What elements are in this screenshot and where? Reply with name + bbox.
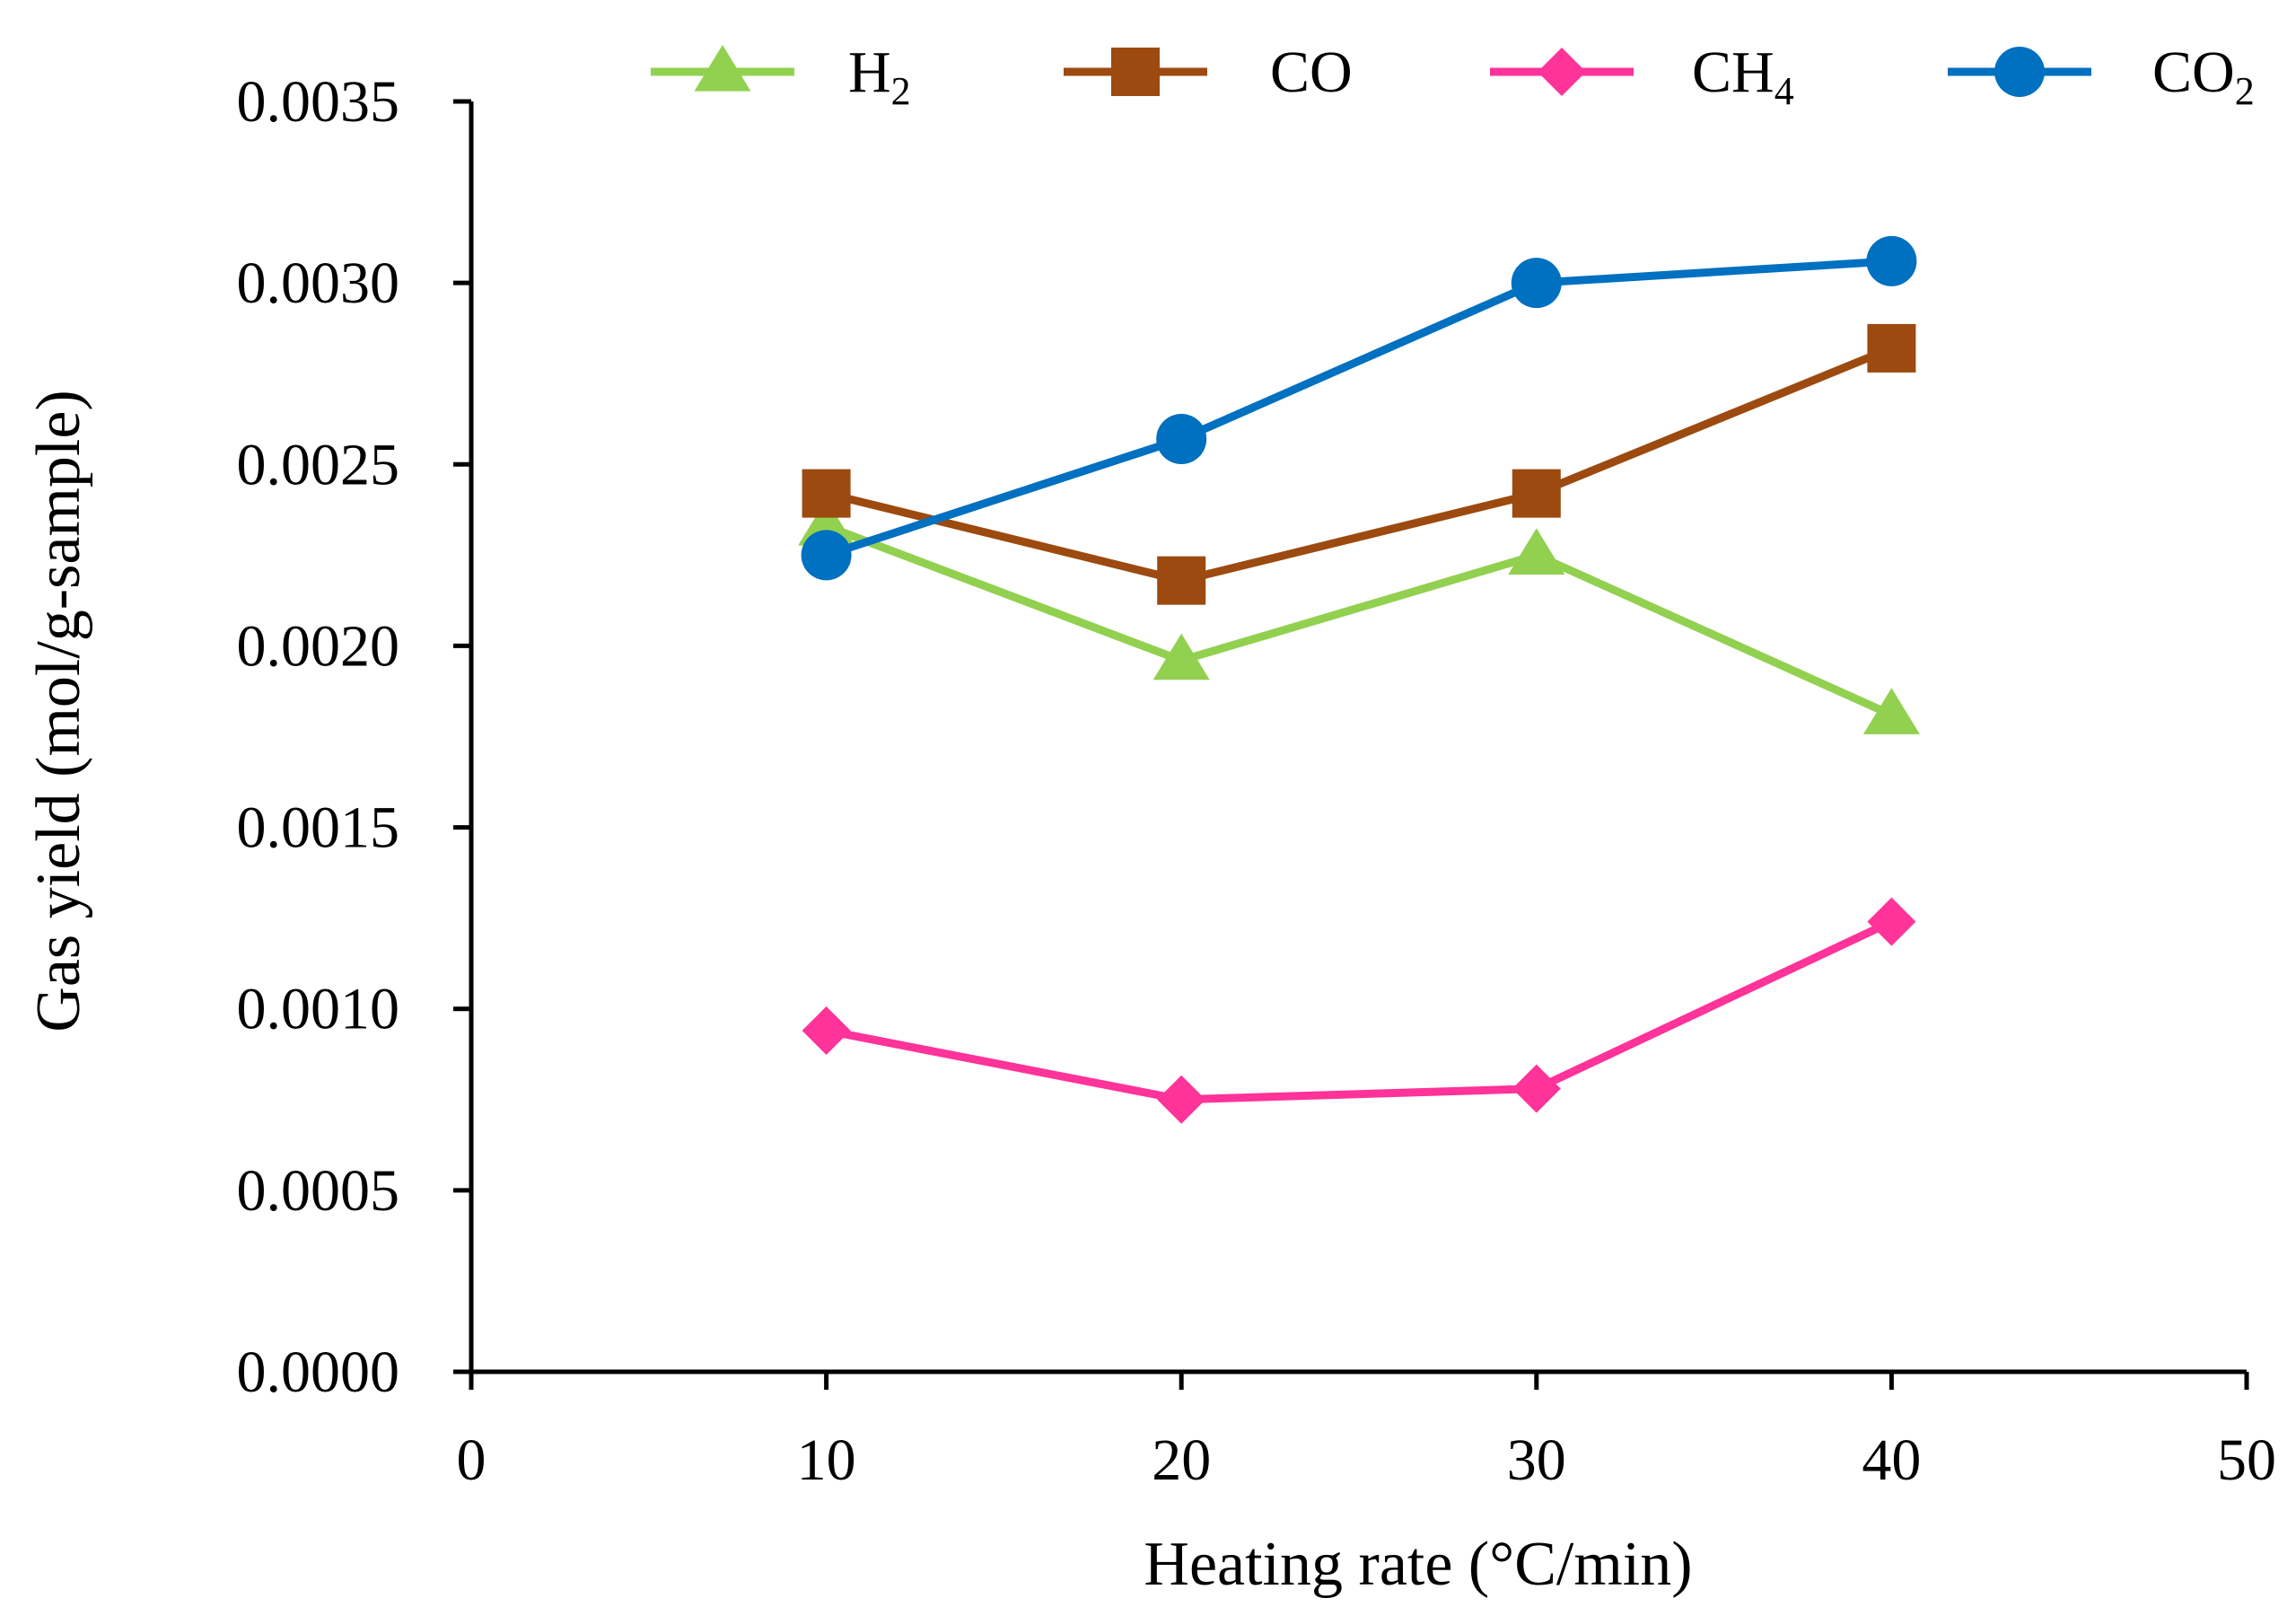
series-ch4-point — [802, 1005, 851, 1055]
legend-item-h2: H2 — [651, 40, 911, 113]
series-ch4-point — [1512, 1064, 1561, 1113]
legend-label: H2 — [848, 40, 911, 113]
x-tick-label: 30 — [1507, 1427, 1566, 1493]
legend-label: CH4 — [1692, 40, 1794, 113]
series-co2-point — [1866, 235, 1917, 286]
x-axis-title: Heating rate (°C/min) — [1144, 1530, 1692, 1599]
series-layer — [798, 235, 1920, 1124]
y-tick-label: 0.0025 — [237, 432, 400, 497]
series-ch4-point — [1157, 1075, 1206, 1124]
x-tick-label: 50 — [2217, 1427, 2276, 1493]
series-ch4-point — [1867, 897, 1916, 946]
y-axis-title: Gas yield (mol/g-sample) — [24, 390, 93, 1032]
legend-label: CO2 — [2152, 40, 2255, 113]
legend: H2 CO CH4 CO2 — [651, 40, 2255, 113]
y-tick-label: 0.0020 — [237, 613, 400, 679]
series-h2 — [798, 499, 1920, 734]
y-tick-label: 0.0030 — [237, 250, 400, 316]
legend-marker — [1538, 48, 1586, 96]
series-co2-point — [1156, 413, 1207, 464]
series-co — [802, 323, 1916, 605]
y-tick-label: 0.0000 — [237, 1339, 400, 1405]
legend-marker — [1994, 47, 2045, 97]
legend-label: CO — [1270, 40, 1353, 105]
series-h2-line — [825, 522, 1894, 719]
legend-item-co: CO — [1064, 40, 1353, 105]
y-tick-label: 0.0005 — [237, 1158, 400, 1224]
series-co2 — [801, 235, 1917, 581]
series-co2-line — [825, 257, 1892, 559]
series-h2-point — [798, 499, 855, 546]
series-co2-point — [1511, 258, 1562, 309]
legend-marker — [694, 45, 751, 92]
legend-item-ch4: CH4 — [1490, 40, 1794, 113]
legend-item-co2: CO2 — [1948, 40, 2255, 113]
series-co-point — [1157, 556, 1206, 605]
series-h2-point — [1152, 633, 1210, 681]
series-ch4 — [802, 897, 1916, 1124]
series-co2-point — [801, 530, 852, 581]
x-tick-label: 0 — [457, 1427, 486, 1493]
y-tick-label: 0.0010 — [237, 977, 400, 1042]
series-co-line — [825, 344, 1894, 585]
x-tick-label: 40 — [1862, 1427, 1921, 1493]
axes — [469, 101, 2247, 1374]
x-tick-label: 10 — [797, 1427, 856, 1493]
series-ch4-line — [825, 918, 1894, 1104]
series-co-point — [1867, 323, 1916, 373]
x-tick-label: 20 — [1152, 1427, 1211, 1493]
y-tick-label: 0.0015 — [237, 795, 400, 861]
legend-marker — [1111, 48, 1160, 96]
series-co-point — [1512, 469, 1561, 518]
y-axis-ticks: 0.0000 0.0005 0.0010 0.0015 0.0020 0.0025 0.00… — [237, 69, 471, 1405]
series-h2-point — [1508, 528, 1565, 575]
y-tick-label: 0.0035 — [237, 69, 400, 135]
series-h2-point — [1862, 688, 1920, 734]
x-axis-ticks: 0 10 20 30 40 50 — [457, 1372, 2276, 1493]
series-co-point — [802, 469, 851, 518]
